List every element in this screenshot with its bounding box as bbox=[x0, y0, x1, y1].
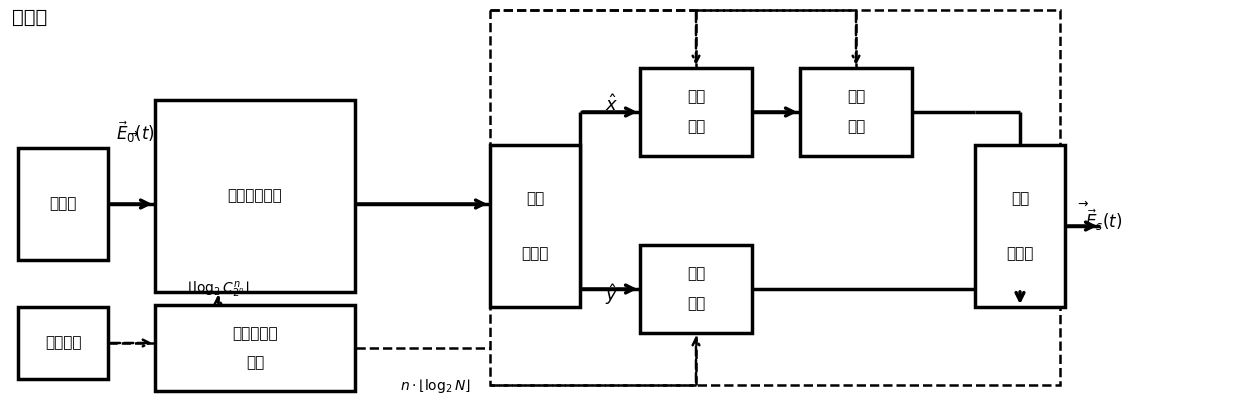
Bar bbox=[489, 10, 1061, 385]
Bar bbox=[800, 68, 912, 156]
Text: 调制: 调制 bbox=[847, 120, 865, 134]
Text: 发送端: 发送端 bbox=[12, 8, 47, 27]
Bar bbox=[155, 100, 356, 292]
Text: 调制: 调制 bbox=[686, 120, 705, 134]
Text: $n \cdot \lfloor \log_2 N \rfloor$: $n \cdot \lfloor \log_2 N \rfloor$ bbox=[400, 377, 471, 395]
Text: 理器: 理器 bbox=[245, 355, 264, 370]
Bar bbox=[641, 245, 752, 333]
Text: 偏振: 偏振 bbox=[525, 191, 544, 206]
Bar bbox=[19, 148, 108, 260]
Text: 数字信号处: 数字信号处 bbox=[232, 326, 278, 341]
Text: 输入数据: 输入数据 bbox=[45, 335, 82, 350]
Text: $\rightarrow$: $\rightarrow$ bbox=[125, 127, 139, 140]
Text: $\vec{E}_s(t)$: $\vec{E}_s(t)$ bbox=[1085, 207, 1123, 233]
Text: 振幅: 振幅 bbox=[686, 267, 705, 282]
Text: 偏振: 偏振 bbox=[1011, 191, 1030, 206]
Text: 相位: 相位 bbox=[847, 90, 865, 105]
Text: $\hat{x}$: $\hat{x}$ bbox=[605, 94, 618, 115]
Bar bbox=[19, 307, 108, 379]
Text: 脉冲位置调制: 脉冲位置调制 bbox=[228, 188, 282, 204]
Text: 调制: 调制 bbox=[686, 296, 705, 311]
Text: $\hat{y}$: $\hat{y}$ bbox=[605, 282, 618, 307]
Text: 激光器: 激光器 bbox=[50, 197, 77, 212]
Bar bbox=[155, 305, 356, 391]
Text: $\lfloor \log_2 C_{2^n}^{n} \rfloor$: $\lfloor \log_2 C_{2^n}^{n} \rfloor$ bbox=[187, 280, 249, 300]
Bar bbox=[489, 145, 580, 307]
Text: $\rightarrow$: $\rightarrow$ bbox=[1075, 197, 1089, 210]
Bar bbox=[975, 145, 1066, 307]
Text: 合束器: 合束器 bbox=[1006, 246, 1033, 261]
Text: $\vec{E}_0(t)$: $\vec{E}_0(t)$ bbox=[115, 120, 155, 145]
Text: 分束器: 分束器 bbox=[522, 246, 549, 261]
Bar bbox=[641, 68, 752, 156]
Text: 振幅: 振幅 bbox=[686, 90, 705, 105]
